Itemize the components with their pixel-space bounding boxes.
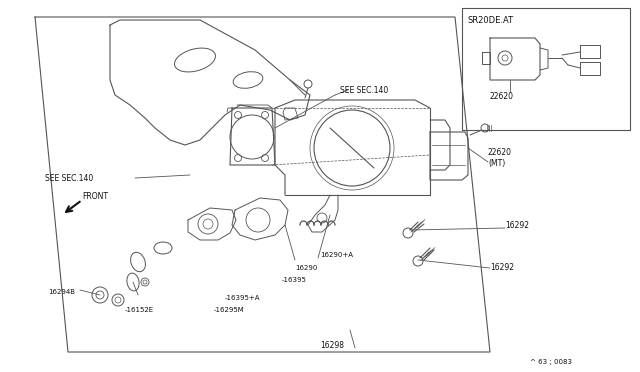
Text: -16395: -16395 (282, 277, 307, 283)
Text: 16290: 16290 (295, 265, 317, 271)
Text: SEE SEC.140: SEE SEC.140 (340, 86, 388, 94)
Text: -16152E: -16152E (125, 307, 154, 313)
Text: SEE SEC.140: SEE SEC.140 (45, 173, 93, 183)
Text: ^ 63 ; 0083: ^ 63 ; 0083 (530, 359, 572, 365)
Text: -16295M: -16295M (214, 307, 244, 313)
Text: 16290+A: 16290+A (320, 252, 353, 258)
Text: SR20DE.AT: SR20DE.AT (468, 16, 514, 25)
Text: 22620: 22620 (490, 92, 514, 100)
Text: 16292: 16292 (505, 221, 529, 230)
Text: 16292: 16292 (490, 263, 514, 273)
Text: 22620
(MT): 22620 (MT) (488, 148, 512, 168)
Text: 16298: 16298 (320, 340, 344, 350)
Text: FRONT: FRONT (82, 192, 108, 201)
Text: -16395+A: -16395+A (225, 295, 260, 301)
Text: 16294B: 16294B (48, 289, 75, 295)
